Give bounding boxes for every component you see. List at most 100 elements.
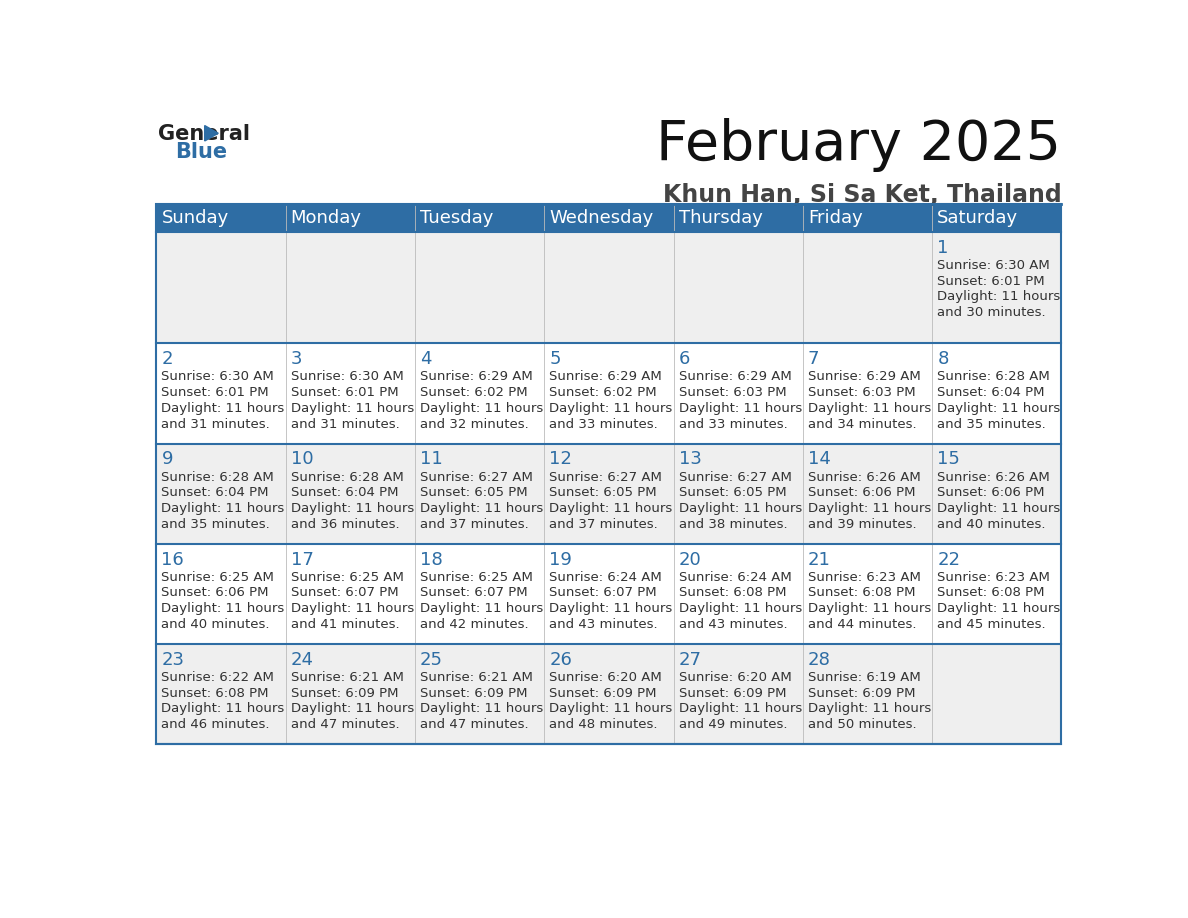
Text: Sunset: 6:06 PM: Sunset: 6:06 PM	[162, 587, 268, 599]
Text: 2: 2	[162, 351, 173, 368]
Bar	[544, 443, 674, 543]
Text: Daylight: 11 hours: Daylight: 11 hours	[549, 502, 672, 515]
Text: Daylight: 11 hours: Daylight: 11 hours	[421, 602, 543, 615]
Text: Sunset: 6:09 PM: Sunset: 6:09 PM	[549, 687, 657, 700]
Text: Sunset: 6:05 PM: Sunset: 6:05 PM	[678, 487, 786, 499]
Text: Sunset: 6:08 PM: Sunset: 6:08 PM	[678, 587, 786, 599]
Text: Sunrise: 6:25 AM: Sunrise: 6:25 AM	[421, 571, 533, 584]
Text: 15: 15	[937, 451, 960, 468]
Text: 28: 28	[808, 651, 830, 668]
Text: Sunset: 6:09 PM: Sunset: 6:09 PM	[808, 687, 916, 700]
Text: 21: 21	[808, 551, 830, 568]
Bar	[544, 204, 674, 232]
Text: Daylight: 11 hours: Daylight: 11 hours	[421, 402, 543, 415]
Bar	[157, 232, 285, 343]
Text: General: General	[158, 124, 249, 144]
Text: and 33 minutes.: and 33 minutes.	[678, 418, 788, 431]
Bar	[157, 644, 285, 744]
Text: Sunset: 6:07 PM: Sunset: 6:07 PM	[549, 587, 657, 599]
Text: Sunrise: 6:19 AM: Sunrise: 6:19 AM	[808, 671, 921, 684]
Text: and 33 minutes.: and 33 minutes.	[549, 418, 658, 431]
Text: Sunrise: 6:23 AM: Sunrise: 6:23 AM	[937, 571, 1050, 584]
Bar	[285, 343, 415, 443]
Text: and 34 minutes.: and 34 minutes.	[808, 418, 917, 431]
Text: Daylight: 11 hours: Daylight: 11 hours	[421, 502, 543, 515]
Text: Sunrise: 6:27 AM: Sunrise: 6:27 AM	[678, 471, 791, 484]
Bar	[803, 543, 933, 644]
Bar	[544, 543, 674, 644]
Text: Sunset: 6:01 PM: Sunset: 6:01 PM	[162, 386, 268, 399]
Bar	[285, 443, 415, 543]
Text: 24: 24	[291, 651, 314, 668]
Text: and 38 minutes.: and 38 minutes.	[678, 518, 788, 531]
Text: Sunrise: 6:30 AM: Sunrise: 6:30 AM	[162, 371, 274, 384]
Text: Daylight: 11 hours: Daylight: 11 hours	[291, 602, 413, 615]
Bar	[674, 644, 803, 744]
Text: Monday: Monday	[291, 209, 361, 227]
Text: Sunrise: 6:20 AM: Sunrise: 6:20 AM	[678, 671, 791, 684]
Bar	[933, 644, 1061, 744]
Text: 17: 17	[291, 551, 314, 568]
Text: 22: 22	[937, 551, 960, 568]
Text: Blue: Blue	[175, 142, 227, 162]
Text: Sunset: 6:09 PM: Sunset: 6:09 PM	[291, 687, 398, 700]
Text: Daylight: 11 hours: Daylight: 11 hours	[937, 290, 1061, 303]
Text: Sunrise: 6:26 AM: Sunrise: 6:26 AM	[808, 471, 921, 484]
Text: Sunset: 6:04 PM: Sunset: 6:04 PM	[291, 487, 398, 499]
Text: Daylight: 11 hours: Daylight: 11 hours	[162, 502, 285, 515]
Text: 20: 20	[678, 551, 701, 568]
Text: Sunset: 6:07 PM: Sunset: 6:07 PM	[421, 587, 527, 599]
Text: Daylight: 11 hours: Daylight: 11 hours	[937, 502, 1061, 515]
Bar	[285, 204, 415, 232]
Text: Daylight: 11 hours: Daylight: 11 hours	[808, 502, 931, 515]
Text: February 2025: February 2025	[657, 118, 1061, 172]
Polygon shape	[204, 126, 219, 141]
Bar	[674, 443, 803, 543]
Text: Daylight: 11 hours: Daylight: 11 hours	[808, 702, 931, 715]
Text: Daylight: 11 hours: Daylight: 11 hours	[291, 502, 413, 515]
Text: and 37 minutes.: and 37 minutes.	[421, 518, 529, 531]
Bar	[157, 204, 285, 232]
Bar	[674, 343, 803, 443]
Text: Thursday: Thursday	[678, 209, 763, 227]
Bar	[933, 232, 1061, 343]
Text: 12: 12	[549, 451, 573, 468]
Text: Daylight: 11 hours: Daylight: 11 hours	[291, 402, 413, 415]
Text: and 43 minutes.: and 43 minutes.	[678, 618, 788, 631]
Bar	[544, 343, 674, 443]
Text: Daylight: 11 hours: Daylight: 11 hours	[162, 702, 285, 715]
Bar	[803, 644, 933, 744]
Text: and 30 minutes.: and 30 minutes.	[937, 306, 1045, 319]
Bar	[415, 543, 544, 644]
Text: Sunset: 6:06 PM: Sunset: 6:06 PM	[808, 487, 916, 499]
Text: and 46 minutes.: and 46 minutes.	[162, 718, 270, 731]
Text: 18: 18	[421, 551, 443, 568]
Text: 11: 11	[421, 451, 443, 468]
Text: Sunset: 6:03 PM: Sunset: 6:03 PM	[808, 386, 916, 399]
Text: 8: 8	[937, 351, 949, 368]
Text: Sunset: 6:09 PM: Sunset: 6:09 PM	[678, 687, 786, 700]
Text: Sunrise: 6:24 AM: Sunrise: 6:24 AM	[678, 571, 791, 584]
Text: and 44 minutes.: and 44 minutes.	[808, 618, 916, 631]
Text: Daylight: 11 hours: Daylight: 11 hours	[678, 502, 802, 515]
Text: and 47 minutes.: and 47 minutes.	[291, 718, 399, 731]
Text: Sunrise: 6:28 AM: Sunrise: 6:28 AM	[291, 471, 404, 484]
Text: Tuesday: Tuesday	[421, 209, 493, 227]
Bar	[544, 232, 674, 343]
Text: Sunset: 6:09 PM: Sunset: 6:09 PM	[421, 687, 527, 700]
Bar	[803, 443, 933, 543]
Text: 9: 9	[162, 451, 173, 468]
Text: 19: 19	[549, 551, 573, 568]
Text: Daylight: 11 hours: Daylight: 11 hours	[162, 402, 285, 415]
Text: Sunrise: 6:21 AM: Sunrise: 6:21 AM	[421, 671, 533, 684]
Text: and 50 minutes.: and 50 minutes.	[808, 718, 917, 731]
Text: and 49 minutes.: and 49 minutes.	[678, 718, 788, 731]
Bar	[674, 204, 803, 232]
Text: 27: 27	[678, 651, 702, 668]
Text: 14: 14	[808, 451, 830, 468]
Text: Saturday: Saturday	[937, 209, 1018, 227]
Text: Sunrise: 6:25 AM: Sunrise: 6:25 AM	[291, 571, 404, 584]
Text: 7: 7	[808, 351, 820, 368]
Bar	[933, 343, 1061, 443]
Text: 13: 13	[678, 451, 702, 468]
